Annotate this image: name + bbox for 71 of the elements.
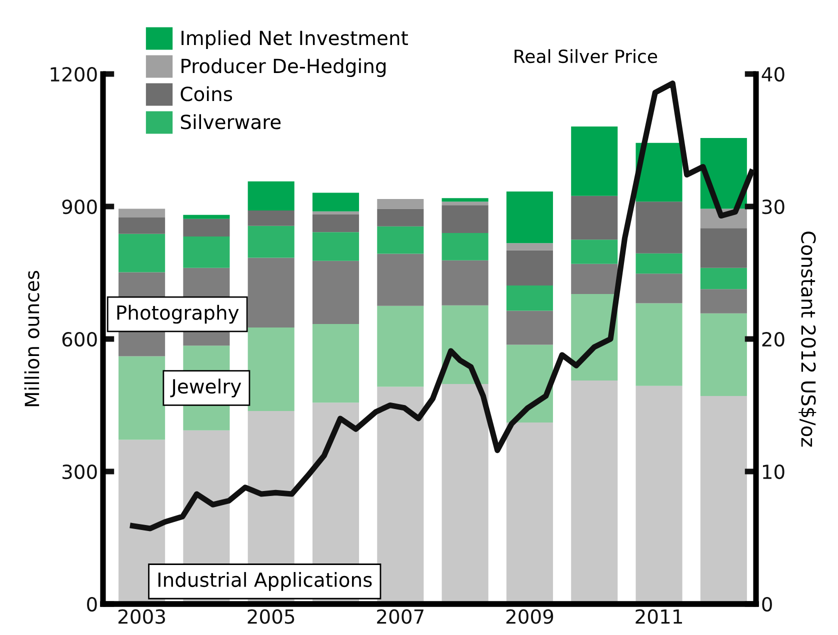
- series-label: Photography: [117, 304, 239, 324]
- bar: [377, 208, 424, 226]
- bar: [312, 232, 360, 261]
- bar: [442, 198, 488, 202]
- x-tick-label: 2005: [248, 609, 294, 624]
- bar: [506, 250, 553, 286]
- legend-label: Coins: [180, 86, 232, 102]
- y2-axis-title: Constant 2012 US$/oz: [798, 232, 816, 447]
- bar: [636, 274, 682, 304]
- y-tick-label: 1200: [50, 66, 97, 82]
- bar: [183, 236, 230, 268]
- bar: [571, 126, 618, 196]
- bar: [442, 233, 488, 260]
- bar: [506, 243, 553, 250]
- legend-label: Implied Net Investment: [182, 30, 408, 50]
- y-tick-label: 0: [87, 596, 97, 612]
- bar: [312, 211, 360, 214]
- bar: [377, 254, 424, 306]
- bar: [248, 258, 294, 328]
- bar: [442, 260, 488, 306]
- y-tick-label: 600: [62, 332, 97, 347]
- bar: [312, 324, 360, 403]
- x-tick-label: 2011: [636, 609, 682, 624]
- bar: [377, 306, 424, 387]
- series-label: Jewelry: [170, 378, 242, 398]
- legend-label: Silverware: [180, 114, 281, 130]
- bar: [571, 240, 618, 264]
- bar: [312, 192, 360, 212]
- x-tick-label: 2007: [377, 609, 424, 624]
- x-tick-label: 2003: [118, 609, 165, 624]
- y2-tick-label: 10: [762, 464, 784, 480]
- y2-tick-label: 40: [762, 66, 784, 82]
- y-axis-title: Million ounces: [24, 270, 40, 406]
- bar: [442, 205, 488, 233]
- bar: [248, 328, 294, 411]
- y2-tick-label: 30: [762, 199, 784, 214]
- bar: [571, 264, 618, 294]
- bar: [636, 202, 682, 254]
- x-tick-label: 2009: [506, 609, 554, 624]
- bar: [506, 286, 553, 311]
- bar: [636, 253, 682, 274]
- series-label: Industrial Applications: [158, 572, 372, 591]
- bar: [248, 181, 294, 210]
- bar: [700, 289, 747, 314]
- bar: [248, 226, 294, 258]
- legend-label: Producer De-Hedging: [182, 58, 386, 78]
- y-tick-label: 300: [62, 464, 97, 480]
- bar: [506, 344, 553, 422]
- bar: [118, 356, 166, 440]
- bar: [636, 303, 682, 386]
- series-label: Real Silver Price: [514, 49, 658, 64]
- y2-tick-label: 20: [762, 332, 784, 347]
- bar: [183, 214, 230, 219]
- bar: [183, 218, 230, 237]
- bar: [312, 214, 360, 232]
- bar: [118, 208, 166, 218]
- bar: [506, 310, 553, 345]
- bar: [118, 234, 166, 272]
- bar: [377, 198, 424, 209]
- bar: [700, 268, 747, 290]
- bar: [700, 313, 747, 396]
- bar: [506, 191, 553, 244]
- bar: [118, 218, 166, 234]
- y2-tick-label: 0: [762, 596, 772, 612]
- bar: [571, 196, 618, 240]
- bar: [377, 226, 424, 254]
- bar: [312, 260, 360, 324]
- bar: [700, 228, 747, 268]
- bar: [442, 202, 488, 206]
- bar: [248, 210, 294, 226]
- y-tick-label: 900: [62, 199, 97, 214]
